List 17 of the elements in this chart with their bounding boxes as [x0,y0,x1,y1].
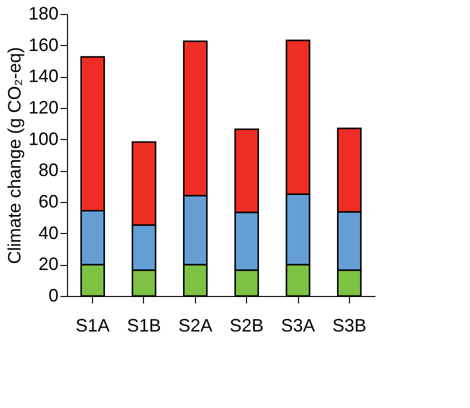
y-tick-label: 160 [28,34,58,55]
y-tick-label: 0 [48,286,58,306]
y-tick-label: 140 [28,66,58,86]
y-tick-label: 100 [28,128,58,149]
x-tick-label: S2B [230,316,264,336]
x-tick-label: S1A [76,316,110,336]
y-tick-label: 40 [38,222,58,243]
y-axis-title: Climate change (g CO₂-eq) [4,46,24,264]
y-tick-label: 20 [38,254,58,274]
y-tick-label: 180 [28,4,58,24]
x-tick-label: S3A [280,316,316,336]
x-tick-label: S3B [332,316,366,336]
y-tick-label: 120 [28,98,58,118]
x-tick-label: S2A [178,316,212,336]
y-tick-label: 60 [38,192,58,212]
y-tick-label: 80 [38,160,58,180]
x-tick-label: S1B [126,316,162,336]
